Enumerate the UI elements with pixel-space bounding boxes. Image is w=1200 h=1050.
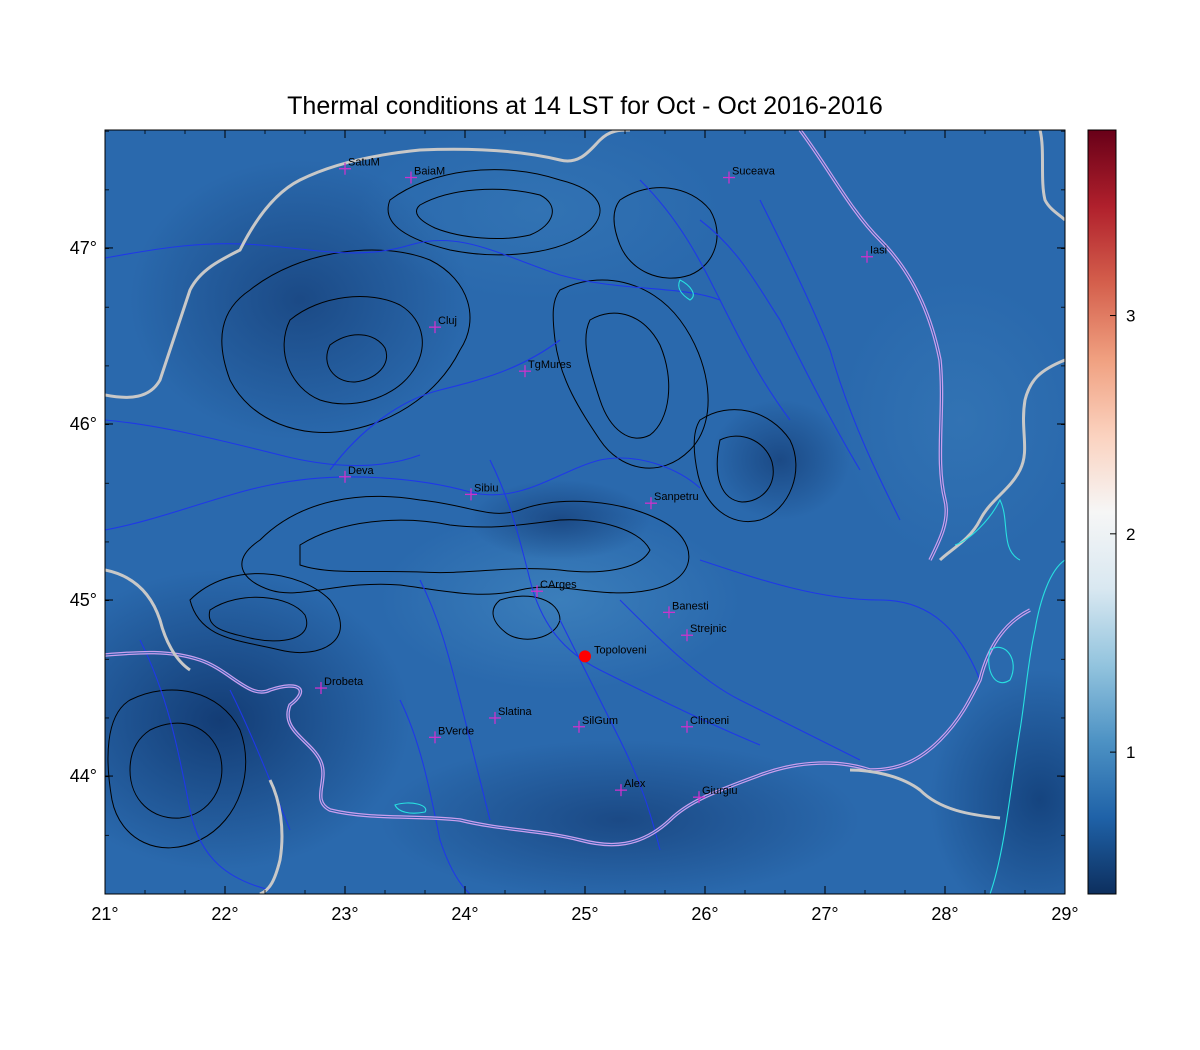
station-label: SilGum <box>582 715 618 727</box>
station-label: BVerde <box>438 725 474 737</box>
station-marker: TgMures <box>519 359 572 378</box>
warm-region-north <box>360 130 720 300</box>
x-tick-label: 29° <box>1051 904 1078 924</box>
station-marker: SatuM <box>339 157 380 175</box>
station-label: Iasi <box>870 245 887 257</box>
station-label: TgMures <box>528 359 572 371</box>
colorbar-tick-label: 2 <box>1126 525 1135 544</box>
station-marker: Deva <box>339 465 375 483</box>
colorbar-tick-label: 1 <box>1126 743 1135 762</box>
station-marker: Sibiu <box>465 482 498 501</box>
station-label: Sanpetru <box>654 491 699 503</box>
colorbar <box>1087 129 1117 895</box>
station-marker: Giurgiu <box>693 785 737 804</box>
station-label: Cluj <box>438 315 457 327</box>
coastline <box>394 279 1065 894</box>
station-label: Deva <box>348 465 375 477</box>
station-label: Slatina <box>498 706 533 718</box>
y-tick-label: 47° <box>70 238 97 258</box>
danube-border <box>105 130 1031 847</box>
highlight-station-label: Topoloveni <box>594 644 647 656</box>
station-marker: CArges <box>531 579 577 598</box>
cold-region-blacksea <box>930 670 1065 894</box>
station-marker: Iasi <box>861 245 887 263</box>
colorbar-tick-label: 3 <box>1126 307 1135 326</box>
y-tick-label: 46° <box>70 414 97 434</box>
x-tick-label: 24° <box>451 904 478 924</box>
y-tick-label: 45° <box>70 590 97 610</box>
rivers <box>105 179 981 894</box>
station-label: Sibiu <box>474 482 498 494</box>
axis-ticks: 21° 22° 23° 24° 25° 26° 27° 28° 29° 44° 45° 46° 47° <box>70 130 1079 924</box>
station-marker: Sanpetru <box>645 491 699 510</box>
station-label: Suceava <box>732 166 776 178</box>
station-marker: Cluj <box>429 315 457 334</box>
highlight-station-dot <box>579 650 591 663</box>
warm-region-east <box>840 280 1065 560</box>
station-label: BaiaM <box>414 166 445 178</box>
y-tick-label: 44° <box>70 766 97 786</box>
station-label: Clinceni <box>690 715 729 727</box>
x-tick-label: 28° <box>931 904 958 924</box>
cold-region-danube <box>380 740 860 894</box>
x-tick-label: 25° <box>571 904 598 924</box>
station-marker: BaiaM <box>405 166 445 184</box>
station-marker: Clinceni <box>681 715 729 733</box>
station-label: Giurgiu <box>702 785 737 797</box>
station-label: Drobeta <box>324 676 364 688</box>
station-marker: Drobeta <box>315 676 364 695</box>
national-borders <box>105 130 1065 894</box>
station-marker: Strejnic <box>681 623 727 642</box>
cold-region-southwest <box>105 570 410 870</box>
station-label: Strejnic <box>690 623 727 635</box>
x-tick-label: 26° <box>691 904 718 924</box>
cold-region-carpathians <box>710 400 850 520</box>
station-markers: SatuM BaiaM Suceava Iasi Cluj TgMures Deva Sibi… <box>315 157 887 804</box>
station-marker: SilGum <box>573 715 618 733</box>
station-marker: Alex <box>615 778 646 797</box>
x-tick-label: 23° <box>331 904 358 924</box>
colorbar-ticks: 1 2 3 <box>1110 307 1135 762</box>
station-marker: Suceava <box>723 166 776 184</box>
station-label: CArges <box>540 579 577 591</box>
warm-region-south <box>380 510 740 690</box>
x-tick-label: 27° <box>811 904 838 924</box>
x-tick-label: 21° <box>91 904 118 924</box>
station-marker: BVerde <box>429 725 474 744</box>
station-marker: Banesti <box>663 600 709 619</box>
station-label: Banesti <box>672 600 709 612</box>
station-label: SatuM <box>348 157 380 169</box>
station-marker: Slatina <box>489 706 533 724</box>
station-label: Alex <box>624 778 646 790</box>
x-tick-label: 22° <box>211 904 238 924</box>
map-title: Thermal conditions at 14 LST for Oct - O… <box>287 92 883 120</box>
map-panel <box>105 130 1065 894</box>
